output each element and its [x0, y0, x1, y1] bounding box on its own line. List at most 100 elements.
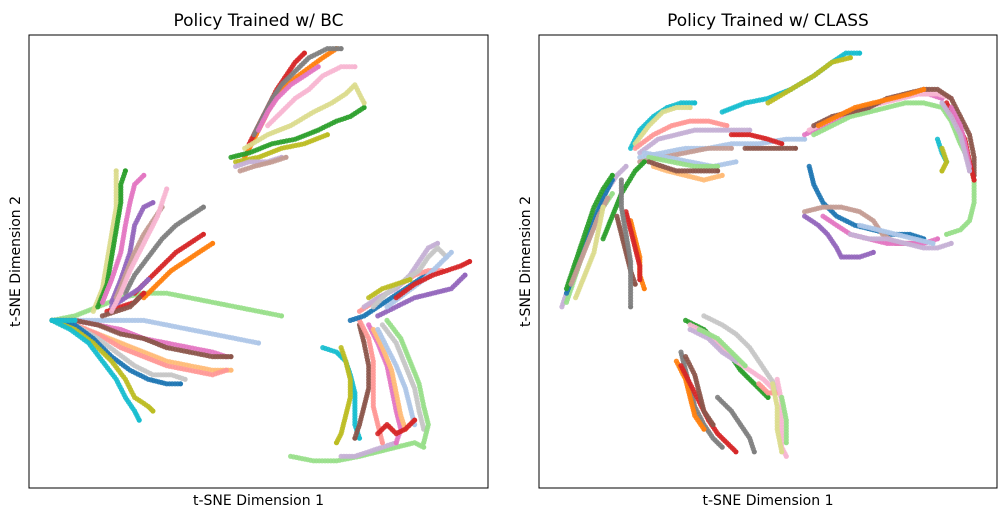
point	[255, 340, 262, 346]
point	[200, 204, 206, 210]
series-1-2	[632, 118, 730, 151]
series-0-23	[99, 172, 147, 305]
point	[971, 177, 977, 183]
point	[210, 240, 216, 246]
point	[200, 231, 206, 237]
point	[379, 440, 385, 446]
series-0-4	[265, 64, 358, 129]
series-1-23	[939, 145, 950, 174]
series-0-32	[109, 186, 170, 314]
point	[361, 100, 367, 106]
series-0-51	[393, 258, 473, 301]
series-0-19	[49, 317, 142, 423]
point	[434, 240, 441, 246]
series-1-13	[646, 159, 721, 174]
point	[356, 435, 363, 441]
point	[715, 168, 721, 174]
point	[278, 313, 285, 319]
plot-frame-bc	[28, 34, 489, 489]
series-0-43	[384, 317, 431, 446]
series-1-18	[815, 86, 927, 129]
point	[632, 281, 638, 287]
point	[870, 249, 876, 255]
point	[751, 449, 757, 455]
series-1-11	[646, 154, 721, 169]
point	[719, 172, 725, 178]
point	[228, 367, 234, 373]
chart-panel-bc: Policy Trained w/ BC t-SNE Dimension 1 t…	[8, 11, 489, 506]
point	[113, 168, 119, 174]
point	[164, 186, 170, 192]
series-0-52	[366, 277, 413, 301]
point	[301, 50, 307, 56]
point	[421, 440, 427, 446]
point	[779, 141, 785, 147]
chart-panel-class: Policy Trained w/ CLASS t-SNE Dimension …	[518, 11, 998, 506]
point	[944, 231, 950, 237]
x-axis-label-bc: t-SNE Dimension 1	[193, 493, 324, 506]
point	[145, 277, 151, 283]
point	[701, 426, 707, 432]
scatter-marks-bc	[49, 46, 473, 464]
series-0-36	[338, 440, 399, 459]
point	[448, 249, 454, 255]
point	[939, 168, 945, 174]
point	[182, 376, 188, 382]
series-1-21	[939, 100, 973, 174]
point	[177, 381, 184, 387]
point	[223, 367, 229, 373]
series-0-49	[375, 272, 468, 319]
series-1-53	[770, 381, 785, 455]
point	[122, 168, 128, 174]
point	[966, 168, 973, 174]
point	[715, 163, 721, 169]
point	[742, 363, 748, 369]
series-0-6	[242, 82, 367, 151]
point	[934, 236, 941, 242]
series-1-28	[847, 231, 954, 251]
point	[324, 132, 330, 138]
series-1-9	[742, 145, 799, 151]
series-0-21	[90, 168, 119, 314]
series-1-36	[573, 204, 606, 301]
point	[765, 394, 771, 400]
series-0-22	[95, 168, 128, 310]
y-axis-label-bc: t-SNE Dimension 2	[8, 196, 24, 327]
series-0-38	[356, 317, 385, 446]
series-1-5	[765, 55, 854, 106]
point	[393, 440, 399, 446]
point	[462, 272, 468, 278]
series-1-54	[779, 394, 789, 446]
point	[733, 159, 739, 165]
point	[141, 172, 147, 178]
series-0-33	[288, 440, 427, 464]
point	[421, 444, 427, 450]
series-1-29	[857, 222, 936, 246]
point	[783, 440, 789, 446]
point	[930, 240, 936, 246]
point	[150, 408, 156, 414]
series-0-3	[255, 64, 321, 133]
point	[352, 64, 358, 70]
x-axis-label-class: t-SNE Dimension 1	[703, 493, 834, 506]
point	[692, 100, 698, 106]
series-1-45	[696, 326, 748, 369]
point	[857, 50, 863, 56]
point	[719, 444, 725, 450]
point	[333, 440, 340, 446]
point	[600, 204, 606, 210]
point	[283, 154, 289, 160]
point	[792, 145, 799, 151]
scatter-marks-class	[559, 50, 977, 459]
point	[407, 277, 413, 283]
series-0-26	[122, 204, 206, 296]
point	[948, 240, 954, 246]
series-0-42	[379, 322, 427, 432]
point	[609, 191, 615, 197]
series-1-40	[618, 177, 634, 310]
series-0-35	[333, 345, 353, 446]
series-1-34	[563, 172, 615, 292]
point	[637, 277, 643, 283]
series-1-50	[683, 354, 716, 428]
series-1-26	[802, 213, 876, 260]
